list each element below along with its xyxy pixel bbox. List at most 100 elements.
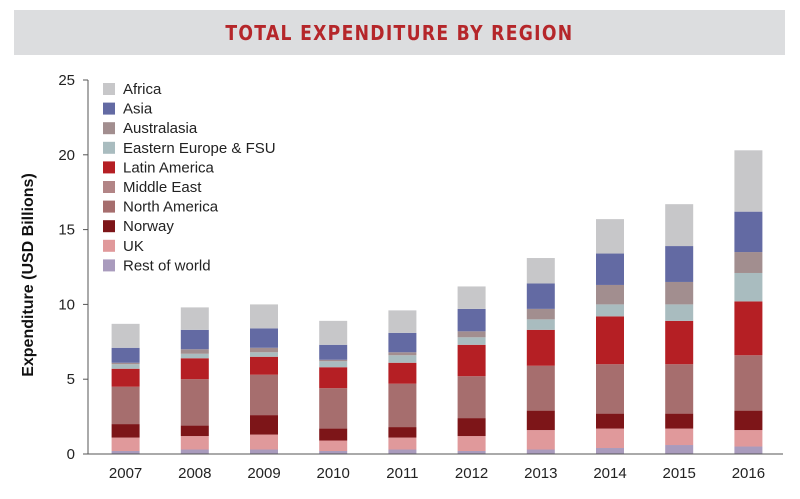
bar-segment-eastern-europe-fsu-2015: [665, 304, 694, 321]
bar-segment-australasia-2011: [388, 352, 417, 356]
chart-title-bar: TOTAL EXPENDITURE BY REGION: [14, 10, 785, 55]
bar-segment-north-america-2008: [180, 379, 209, 426]
legend-swatch: [103, 122, 115, 135]
bar-segment-norway-2015: [665, 413, 694, 429]
bar-segment-asia-2011: [388, 332, 417, 353]
bar-segment-latin-america-2007: [111, 368, 140, 387]
bar-segment-rest-of-world-2010: [319, 451, 348, 454]
bar-segment-australasia-2014: [596, 284, 624, 305]
bar-segment-north-america-2015: [665, 364, 694, 414]
bar-segment-asia-2008: [180, 329, 209, 350]
bar-segment-eastern-europe-fsu-2008: [180, 353, 209, 359]
bar-segment-eastern-europe-fsu-2007: [111, 364, 140, 369]
x-tick-label: 2015: [663, 465, 696, 482]
bar-segment-norway-2008: [180, 425, 209, 437]
legend-label: Africa: [123, 81, 162, 98]
bar-segment-north-america-2011: [388, 383, 417, 428]
bar-segment-north-america-2012: [457, 376, 486, 419]
bar-segment-asia-2010: [319, 344, 348, 360]
legend-label: Rest of world: [123, 257, 211, 274]
legend-label: Latin America: [123, 159, 215, 176]
bar-segment-eastern-europe-fsu-2014: [596, 304, 624, 317]
bar-segment-rest-of-world-2016: [734, 446, 763, 454]
bar-segment-africa-2008: [180, 307, 209, 330]
y-tick-label: 10: [58, 296, 75, 313]
bar-segment-asia-2012: [457, 308, 486, 332]
bar-segment-norway-2012: [457, 418, 486, 437]
bar-segment-latin-america-2012: [457, 344, 486, 377]
bar-segment-rest-of-world-2009: [250, 449, 278, 454]
bar-segment-eastern-europe-fsu-2009: [250, 352, 278, 357]
legend-swatch: [103, 220, 115, 233]
bar-segment-africa-2009: [250, 304, 278, 329]
y-tick-label: 0: [67, 446, 75, 463]
bar-segment-north-america-2016: [734, 355, 763, 411]
legend-label: Australasia: [123, 120, 198, 137]
x-tick-label: 2011: [386, 465, 418, 482]
bar-segment-eastern-europe-fsu-2011: [388, 355, 417, 363]
bar-segment-north-america-2009: [250, 374, 278, 416]
bar-segment-australasia-2008: [180, 349, 209, 354]
x-tick-label: 2007: [109, 465, 142, 482]
bar-segment-uk-2008: [180, 436, 209, 450]
bar-segment-latin-america-2009: [250, 356, 278, 375]
bar-segment-uk-2007: [111, 437, 140, 452]
x-tick-label: 2010: [317, 465, 350, 482]
legend-swatch: [103, 200, 115, 213]
bar-segment-eastern-europe-fsu-2013: [526, 319, 555, 330]
bar-segment-eastern-europe-fsu-2016: [734, 272, 763, 302]
bar-segment-uk-2009: [250, 434, 278, 450]
bar-segment-norway-2009: [250, 415, 278, 435]
legend-label: Eastern Europe & FSU: [123, 140, 276, 157]
bar-segment-australasia-2013: [526, 308, 555, 320]
bar-segment-latin-america-2008: [180, 358, 209, 380]
legend-swatch: [103, 259, 115, 272]
bar-segment-north-america-2013: [526, 365, 555, 411]
bar-segment-norway-2014: [596, 413, 624, 429]
bar-segment-africa-2014: [596, 219, 624, 254]
legend-swatch: [103, 141, 115, 154]
bar-segment-eastern-europe-fsu-2012: [457, 337, 486, 345]
bar-segment-norway-2007: [111, 424, 140, 438]
bar-segment-norway-2016: [734, 410, 763, 431]
bar-segment-africa-2016: [734, 150, 763, 212]
bar-segment-uk-2013: [526, 430, 555, 450]
legend-label: North America: [123, 199, 219, 216]
x-tick-label: 2012: [455, 465, 488, 482]
legend-label: Norway: [123, 218, 174, 235]
bar-segment-australasia-2009: [250, 347, 278, 353]
bar-segment-rest-of-world-2014: [596, 448, 624, 454]
bar-segment-australasia-2007: [111, 362, 140, 365]
legend-label: Asia: [123, 101, 153, 118]
y-tick-label: 5: [67, 371, 75, 388]
bar-segment-australasia-2010: [319, 359, 348, 362]
bar-segment-africa-2011: [388, 310, 417, 333]
bar-segment-asia-2013: [526, 283, 555, 309]
bar-segment-norway-2011: [388, 427, 417, 438]
bar-segment-africa-2010: [319, 320, 348, 345]
x-tick-label: 2016: [732, 465, 765, 482]
x-tick-label: 2009: [247, 465, 280, 482]
bar-segment-rest-of-world-2007: [111, 451, 140, 454]
bar-segment-africa-2007: [111, 323, 140, 348]
x-tick-label: 2008: [178, 465, 211, 482]
bar-segment-latin-america-2016: [734, 301, 763, 356]
bar-segment-australasia-2015: [665, 281, 694, 305]
bar-segment-norway-2013: [526, 410, 555, 431]
chart-title: TOTAL EXPENDITURE BY REGION: [225, 20, 574, 45]
bar-segment-africa-2015: [665, 204, 694, 247]
bar-segment-rest-of-world-2008: [180, 449, 209, 454]
legend-swatch: [103, 83, 115, 95]
bar-segment-asia-2016: [734, 211, 763, 253]
bar-segment-latin-america-2011: [388, 362, 417, 384]
legend-swatch: [103, 181, 115, 193]
bar-segment-asia-2007: [111, 347, 140, 363]
bar-segment-africa-2013: [526, 258, 555, 284]
bar-segment-uk-2016: [734, 430, 763, 447]
bar-segment-rest-of-world-2015: [665, 445, 694, 454]
bar-segment-rest-of-world-2013: [526, 449, 555, 454]
bar-segment-australasia-2012: [457, 331, 486, 338]
bar-segment-norway-2010: [319, 428, 348, 441]
bar-segment-north-america-2010: [319, 388, 348, 429]
